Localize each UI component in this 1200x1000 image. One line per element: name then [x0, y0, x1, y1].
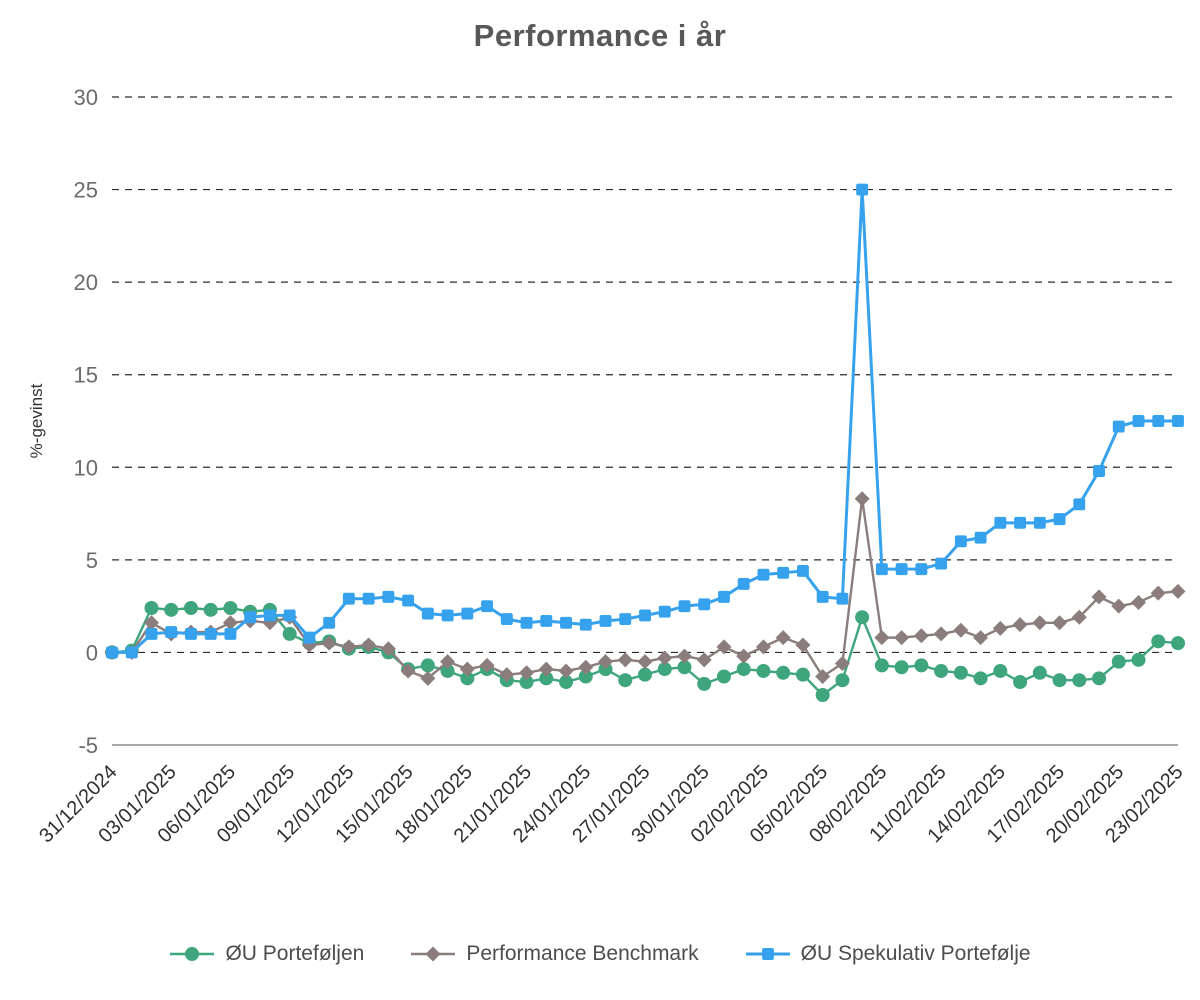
y-axis-title: %-gevinst — [27, 383, 46, 458]
legend-label-ou-spekulativ-portefolje: ØU Spekulativ Portefølje — [800, 942, 1031, 965]
chart-title: Performance i år — [473, 18, 727, 53]
blue-square-marker-icon — [745, 948, 790, 960]
y-tick-label: 0 — [86, 640, 98, 665]
gridlines — [112, 96, 1178, 746]
y-tick-label: 20 — [74, 270, 98, 295]
series-markers-ou-portefoljen — [105, 600, 1185, 703]
series-markers-ou-spekulativ-portefolje — [106, 183, 1184, 659]
green-circle-marker-icon — [170, 947, 215, 961]
y-tick-label: -5 — [78, 733, 98, 758]
legend-label-ou-portefoljen: ØU Porteføljen — [225, 942, 365, 965]
series-ou-spekulativ-portefolje — [106, 183, 1184, 659]
y-tick-label: 5 — [86, 548, 98, 573]
legend-item-ou-portefoljen[interactable]: ØU Porteføljen — [169, 942, 364, 966]
y-tick-label: 15 — [74, 363, 98, 388]
gray-diamond-marker-icon — [411, 946, 456, 962]
legend-label-performance-benchmark: Performance Benchmark — [466, 942, 699, 965]
legend-item-ou-spekulativ-portefolje[interactable]: ØU Spekulativ Portefølje — [745, 942, 1031, 966]
x-tick-labels: 31/12/202403/01/202506/01/202509/01/2025… — [35, 761, 1187, 847]
series-line-ou-spekulativ-portefolje — [110, 188, 1180, 654]
y-tick-label: 10 — [74, 455, 98, 480]
y-tick-label: 30 — [74, 85, 98, 110]
legend-item-performance-benchmark[interactable]: Performance Benchmark — [410, 942, 699, 966]
series-ou-portefoljen — [105, 600, 1185, 703]
y-tick-label: 25 — [74, 178, 98, 203]
chart-legend: ØU Porteføljen Performance Benchmark ØU … — [0, 942, 1200, 966]
